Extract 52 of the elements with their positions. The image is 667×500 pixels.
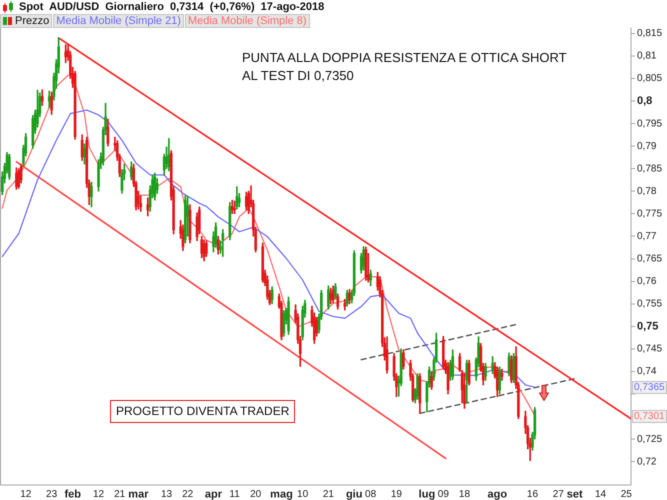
x-tick-label: 23: [46, 488, 58, 500]
x-tick-label: 21: [114, 488, 126, 500]
y-tick-label: 0,76: [637, 276, 657, 288]
y-tick-label: 0,8: [637, 95, 652, 108]
y-tick-label: 0,815: [637, 28, 662, 40]
x-tick-label: 16: [526, 488, 538, 500]
y-tick-label: 0,805: [637, 73, 662, 84]
x-tick-label: 09: [438, 488, 450, 500]
x-tick-label: 13: [160, 488, 173, 500]
y-tick-label: 0,765: [637, 254, 662, 265]
x-tick-label: apr: [204, 488, 223, 500]
text: Media Mobile (Simple 21): [56, 15, 181, 27]
x-tick-label: 14: [594, 488, 607, 500]
y-tick-label: 0,79: [637, 140, 657, 152]
x-tick-label: 12: [92, 488, 105, 500]
x-tick-label: 27: [552, 488, 564, 500]
text: Media Mobile (Simple 8): [188, 15, 307, 27]
y-tick-label: 0,725: [637, 434, 662, 445]
annotation: 0,7365: [632, 381, 667, 394]
x-tick-label: 22: [182, 488, 194, 500]
x-tick-label: 12: [20, 488, 32, 500]
y-tick-label: 0,755: [637, 298, 662, 310]
y-tick-label: 0,75: [637, 320, 658, 332]
chart-title: Spot AUD/USD Giornaliero 0,7314 (+0,76%) 17-ago-2018: [19, 1, 324, 13]
y-tick-label: 0,78: [637, 186, 657, 197]
x-tick-label: ago: [488, 488, 508, 500]
annotation: PUNTA ALLA DOPPIA RESISTENZA E OTTICA SHORT AL TEST DI 0,7350: [242, 49, 567, 85]
y-tick-label: 0,795: [637, 118, 662, 130]
x-tick-label: mag: [270, 488, 293, 500]
x-tick-label: 18: [458, 488, 470, 500]
x-tick-label: 21: [322, 488, 334, 500]
x-tick-label: 20: [250, 488, 262, 500]
y-tick-label: 0,77: [637, 230, 657, 242]
y-tick-label: 0,785: [637, 163, 662, 174]
x-tick-label: 25: [620, 488, 632, 500]
x-tick-label: 19: [390, 488, 402, 500]
x-tick-label: mar: [128, 488, 150, 500]
y-tick-label: 0,775: [637, 208, 662, 220]
legend-label: Prezzo: [15, 15, 50, 27]
y-tick-label: 0,74: [637, 366, 657, 378]
x-tick-label: 11: [229, 488, 240, 500]
y-tick-label: 0,72: [637, 456, 657, 468]
y-tick-label: 0,81: [637, 50, 657, 62]
x-tick-label: set: [566, 488, 583, 500]
annotation: 0,7301: [632, 410, 667, 424]
x-tick-label: 10: [297, 488, 309, 500]
y-tick-label: 0,745: [637, 344, 662, 355]
annotation: PROGETTO DIVENTA TRADER: [110, 400, 296, 423]
x-tick-label: 08: [365, 488, 377, 500]
x-tick-label: feb: [64, 488, 82, 500]
x-tick-label: lug: [418, 488, 436, 500]
x-tick-label: giu: [346, 488, 362, 500]
